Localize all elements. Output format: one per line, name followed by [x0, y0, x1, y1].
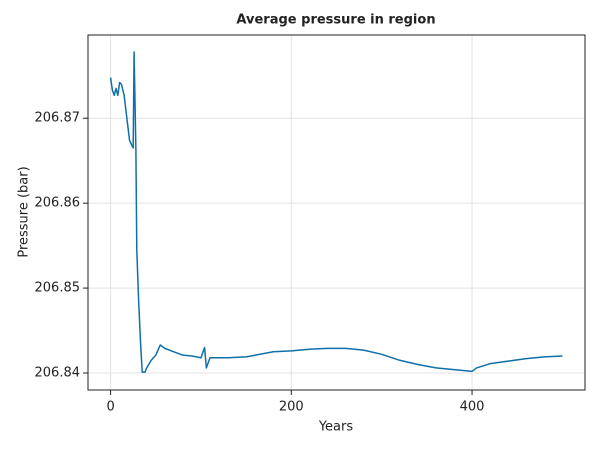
x-tick-label: 400 — [460, 400, 485, 415]
data-line — [109, 51, 563, 373]
chart-title: Average pressure in region — [236, 13, 435, 28]
x-axis-label: Years — [318, 420, 354, 435]
y-tick-label: 206.84 — [35, 366, 81, 381]
y-axis-label: Pressure (bar) — [17, 166, 32, 257]
plot-frame — [87, 34, 586, 391]
y-tick-label: 206.85 — [35, 281, 81, 296]
y-tick-label: 206.87 — [35, 111, 81, 126]
x-tick-label: 200 — [279, 400, 304, 415]
x-tick-label: 0 — [106, 400, 114, 415]
y-tick-label: 206.86 — [35, 196, 81, 211]
